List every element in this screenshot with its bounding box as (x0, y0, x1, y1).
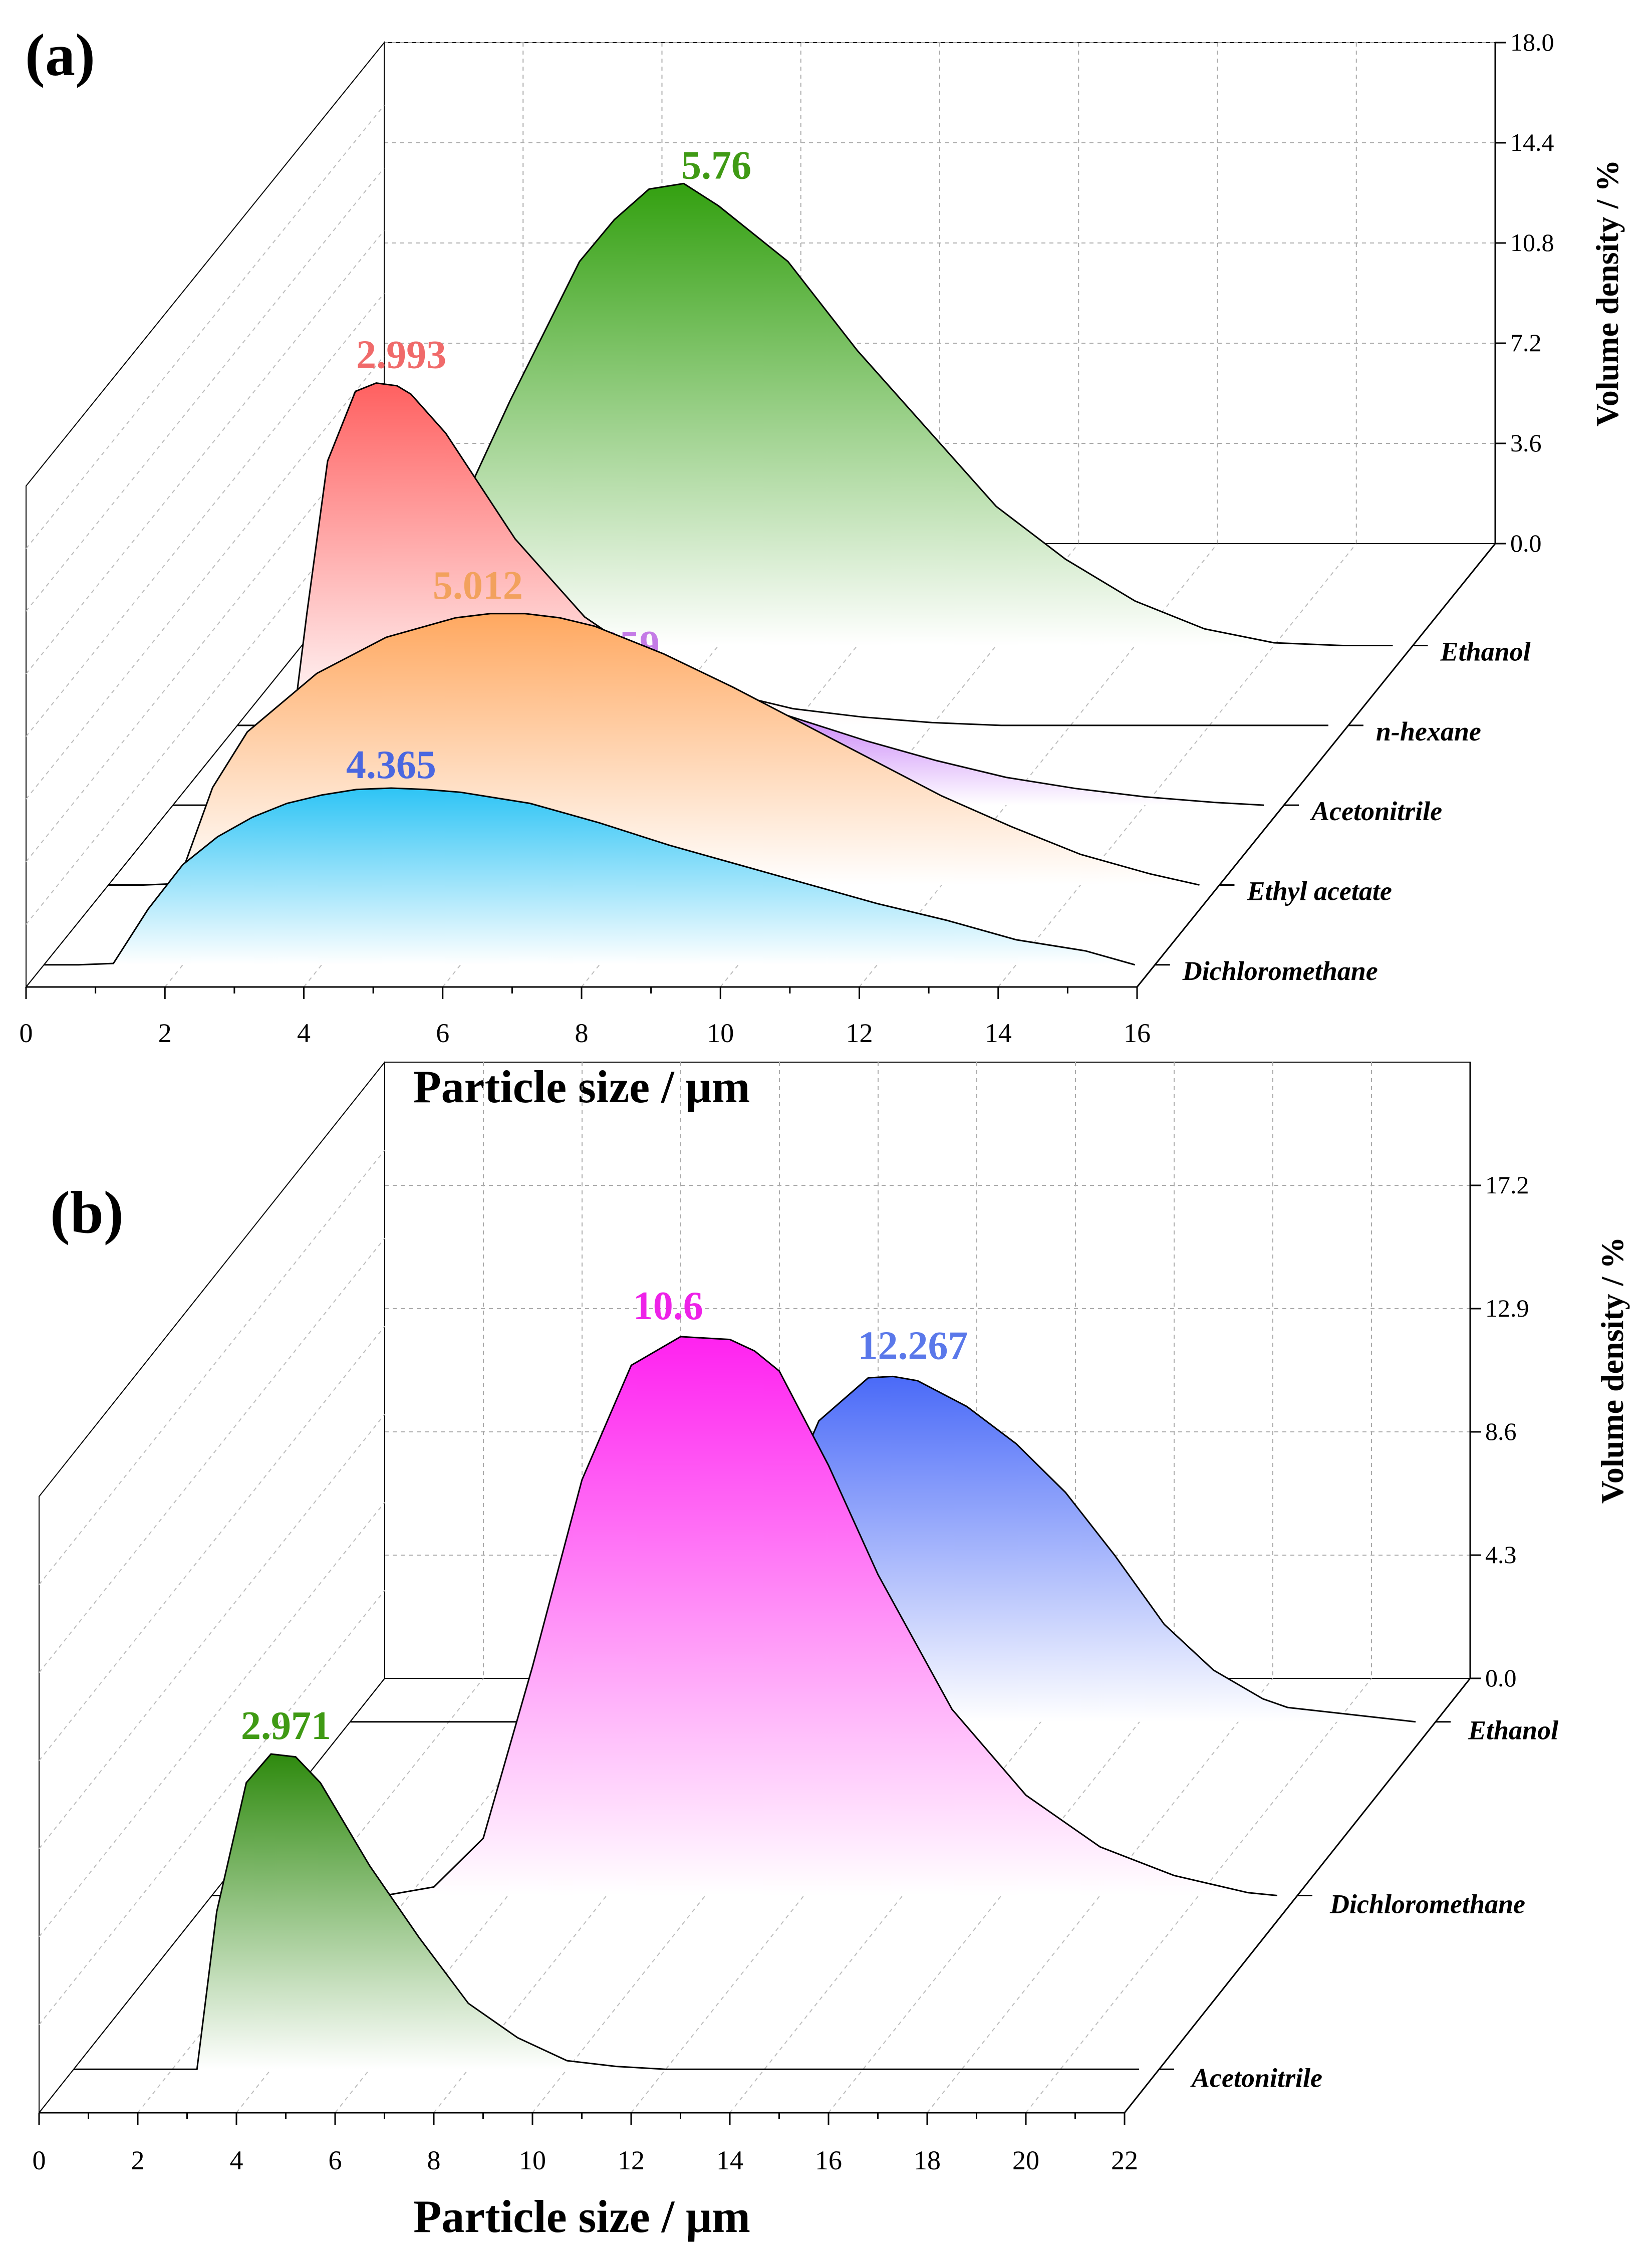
x-tick-label: 16 (1124, 1018, 1151, 1048)
y-tick-label: 14.4 (1510, 128, 1554, 156)
side-wall-grid (39, 1326, 385, 1761)
peak-label: 2.993 (356, 333, 446, 377)
y-tick-label: 18.0 (1510, 28, 1554, 56)
series-area (212, 1336, 1277, 1896)
series-name-label: Ethanol (1468, 1715, 1558, 1745)
series-name-label: Acetonitrile (1190, 2063, 1322, 2093)
panel-label: (b) (50, 1179, 124, 1245)
peak-label: 5.76 (681, 143, 751, 187)
series-name-label: n-hexane (1376, 716, 1481, 746)
series-area (74, 1754, 1139, 2070)
x-tick-label: 4 (297, 1018, 311, 1048)
y-tick-label: 8.6 (1485, 1417, 1517, 1445)
x-axis-title: Particle size / μm (413, 2191, 750, 2242)
peak-label: 2.971 (241, 1704, 331, 1748)
panel-label: (a) (25, 22, 95, 88)
series-area (302, 183, 1393, 646)
x-tick-label: 6 (436, 1018, 449, 1048)
y-tick-label: 17.2 (1485, 1171, 1529, 1199)
x-tick-label: 14 (985, 1018, 1012, 1048)
series-dichloromethane: 4.365 Dichloromethane (44, 743, 1378, 986)
series-name-label: Ethyl acetate (1246, 876, 1392, 906)
series-name-label: Ethanol (1440, 637, 1531, 667)
x-tick-label: 2 (131, 2145, 145, 2175)
series-line (237, 382, 1328, 726)
peak-label: 5.012 (433, 564, 523, 608)
x-tick-label: 6 (329, 2145, 342, 2175)
y-tick-label: 0.0 (1510, 529, 1542, 557)
x-tick-label: 12 (846, 1018, 873, 1048)
side-wall-grid (26, 293, 385, 737)
peak-label: 4.365 (346, 743, 436, 787)
series-line (108, 613, 1200, 886)
x-tick-label: 16 (815, 2145, 842, 2175)
series-line (212, 1336, 1278, 1896)
y-tick-label: 12.9 (1485, 1294, 1529, 1322)
peak-label: 10.6 (633, 1284, 703, 1328)
x-tick-label: 8 (427, 2145, 441, 2175)
y-tick-label: 0.0 (1485, 1664, 1517, 1692)
x-tick-label: 10 (707, 1018, 734, 1048)
y-tick-label: 10.8 (1510, 228, 1554, 257)
x-tick-label: 0 (20, 1018, 33, 1048)
x-tick-label: 2 (158, 1018, 172, 1048)
series-area (44, 788, 1135, 965)
series-line (44, 787, 1136, 966)
x-tick-label: 8 (575, 1018, 589, 1048)
series-dichloromethane: 10.6 Dichloromethane (212, 1284, 1525, 1919)
side-wall-grid (39, 1237, 385, 1673)
chart-panel-b: 0.0 4.3 8.6 12.9 17.2 Volume density / % 0 2 4 6 8… (33, 1061, 1630, 2242)
x-axis: 0 2 4 6 8 10 12 14 16 18 20 22 Particle size / μm (33, 2112, 1138, 2242)
series-name-label: Dichloromethane (1182, 956, 1378, 986)
side-wall-grid (26, 230, 385, 674)
x-tick-label: 18 (914, 2145, 941, 2175)
side-wall-grid (26, 105, 385, 549)
x-tick-label: 22 (1111, 2145, 1138, 2175)
y-tick-label: 3.6 (1510, 429, 1542, 457)
y-axis-title: Volume density / % (1589, 160, 1625, 427)
x-tick-label: 20 (1012, 2145, 1039, 2175)
x-tick-label: 12 (618, 2145, 645, 2175)
series-name-label: Dichloromethane (1329, 1889, 1525, 1919)
side-wall-grid (26, 167, 385, 612)
side-wall-grid (39, 1414, 385, 1849)
series-area (350, 1376, 1416, 1722)
side-wall-grid (26, 355, 385, 800)
y-tick-label: 7.2 (1510, 329, 1542, 357)
x-tick-label: 10 (519, 2145, 546, 2175)
y-axis: 0.0 4.3 8.6 12.9 17.2 Volume density / % (1469, 1062, 1630, 1692)
depth-axis-line (1136, 543, 1496, 987)
series-acetonitrile: 2.971 Acetonitrile (74, 1704, 1322, 2093)
y-tick-label: 4.3 (1485, 1541, 1517, 1569)
series-name-label: Acetonitrile (1310, 796, 1442, 826)
y-axis: 0.0 3.6 7.2 10.8 14.4 18.0 Volume density / % (1494, 28, 1625, 557)
x-tick-label: 4 (230, 2145, 243, 2175)
peak-label: 12.267 (858, 1324, 968, 1368)
x-tick-label: 14 (716, 2145, 743, 2175)
series-line (74, 1753, 1139, 2070)
floor-grid (997, 543, 1357, 987)
x-tick-label: 0 (33, 2145, 46, 2175)
y-axis-title: Volume density / % (1594, 1237, 1630, 1504)
